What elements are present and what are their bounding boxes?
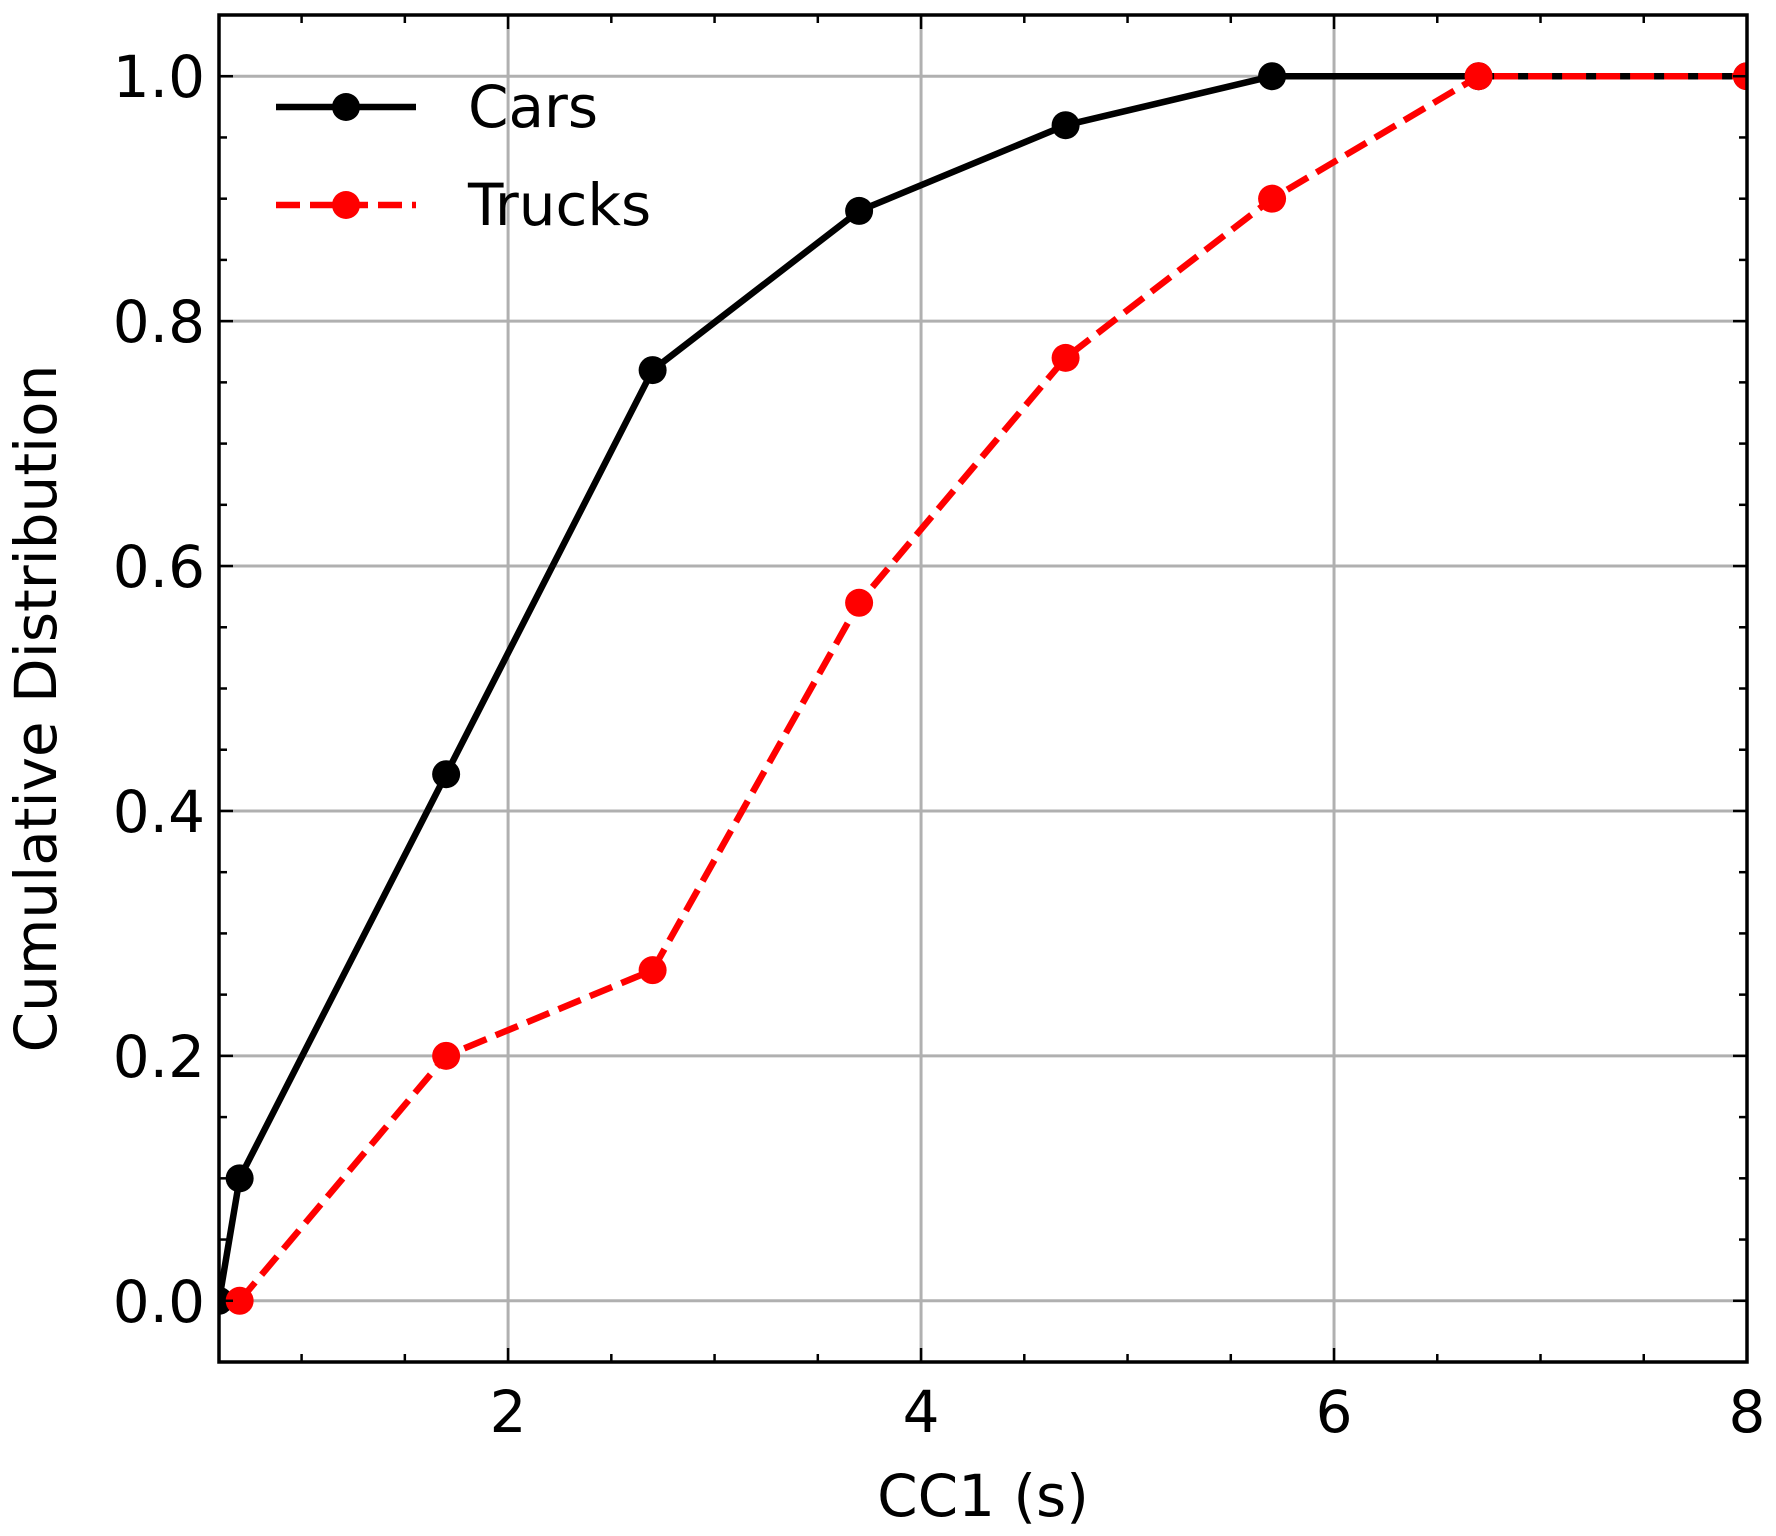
trucks-data-point [1051, 343, 1080, 372]
cars-data-point [432, 760, 461, 789]
y-tick-label: 0.4 [113, 778, 205, 846]
y-tick-label: 1.0 [113, 43, 205, 111]
x-tick-label: 6 [1316, 1378, 1353, 1446]
trucks-data-point [638, 956, 667, 985]
cars-data-point [845, 196, 874, 225]
x-tick-label: 8 [1729, 1378, 1766, 1446]
cars-data-point [638, 356, 667, 385]
axis-ticks [219, 15, 1749, 1362]
legend-cars-marker [332, 93, 360, 121]
cars-data-point [1258, 62, 1287, 91]
y-tick-label: 0.6 [113, 533, 205, 601]
trucks-data-point [845, 588, 874, 617]
y-tick-label: 0.2 [113, 1023, 205, 1091]
trucks-series-line [237, 72, 1747, 1303]
x-tick-label: 4 [903, 1378, 940, 1446]
legend: Cars Trucks [276, 73, 651, 239]
legend-cars-label: Cars [468, 73, 598, 141]
x-tick-label: 2 [490, 1378, 527, 1446]
trucks-data-point [1258, 184, 1287, 213]
legend-trucks-marker [332, 191, 360, 219]
y-tick-label: 0.8 [113, 288, 205, 356]
x-axis-label: CC1 (s) [877, 1462, 1089, 1530]
trucks-data-point [225, 1286, 254, 1315]
trucks-data-point [432, 1041, 461, 1070]
trucks-data-point [1464, 62, 1493, 91]
y-tick-label: 0.0 [113, 1268, 205, 1336]
y-axis-label: Cumulative Distribution [2, 365, 70, 1053]
cars-data-point [1051, 111, 1080, 140]
tick-labels: 2 4 6 8 0.0 0.2 0.4 0.6 0.8 1.0 [113, 43, 1766, 1446]
cars-data-point [225, 1164, 254, 1193]
legend-trucks-label: Trucks [467, 171, 651, 239]
